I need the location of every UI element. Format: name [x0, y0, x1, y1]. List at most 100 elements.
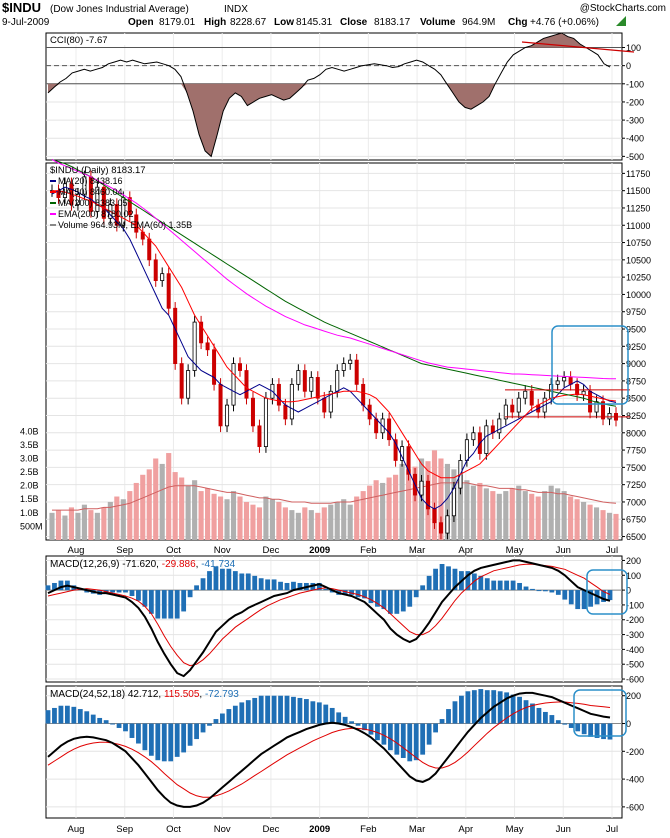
- macd2-title: MACD(24,52,18) 42.712, 115.505, -72.793: [50, 689, 239, 700]
- volume-bar: [606, 512, 613, 540]
- macd1-histogram-bar: [504, 580, 510, 591]
- price-candle: [562, 377, 567, 382]
- price-candle: [503, 404, 508, 420]
- price-candle: [173, 307, 178, 365]
- macd1-axis-tick-label: -600: [626, 675, 644, 685]
- volume-bar: [308, 510, 314, 540]
- macd2-histogram-bar: [129, 723, 135, 738]
- macd2-histogram-bar: [420, 723, 426, 755]
- volume-bar: [393, 474, 399, 540]
- macd2-histogram-bar: [84, 711, 90, 724]
- macd2-histogram-bar: [536, 707, 542, 724]
- volume-bar: [120, 499, 126, 540]
- macd1-histogram-bar: [497, 580, 503, 591]
- low-label: Low: [274, 17, 294, 28]
- price-axis-tick-label: 7000: [626, 497, 646, 507]
- price-candle: [607, 413, 612, 420]
- macd2-histogram-bar: [181, 723, 187, 753]
- price-candle: [594, 401, 599, 413]
- volume-bar: [114, 496, 120, 540]
- legend-entry: MA(50) 8460.04: [58, 187, 123, 197]
- macd2-histogram-bar: [226, 709, 232, 724]
- macd2-histogram-bar: [381, 723, 387, 745]
- macd1-histogram-bar: [110, 590, 115, 593]
- volume-bar: [405, 469, 412, 540]
- macd1-histogram-bar: [413, 590, 419, 598]
- macd2-histogram-bar: [155, 723, 161, 761]
- volume-bar: [373, 480, 379, 540]
- price-axis-tick-label: 9000: [626, 359, 646, 369]
- cci-line: [47, 32, 611, 158]
- volume-bar: [548, 485, 554, 540]
- volume-axis-label: 2.5B: [20, 467, 39, 477]
- price-axis-tick-label: 11250: [626, 203, 650, 213]
- macd2-axis-tick-label: -200: [626, 747, 644, 757]
- price-title: $INDU (Daily) 8183.17: [50, 165, 146, 176]
- bottom-month-label: Apr: [458, 824, 473, 835]
- volume-bar: [256, 507, 263, 540]
- macd1-histogram-bar: [258, 578, 264, 591]
- macd2-title-part: ,: [158, 689, 164, 700]
- price-axis-tick-label: 10500: [626, 255, 651, 265]
- macd2-histogram-bar: [103, 720, 109, 724]
- macd1-axis-tick-label: -200: [626, 615, 644, 625]
- macd1-histogram-bar: [387, 590, 393, 614]
- macd1-frame: [45, 555, 623, 683]
- month-label: Nov: [214, 545, 231, 556]
- volume-bar: [185, 485, 191, 540]
- macd1-histogram-bar: [355, 590, 361, 598]
- macd1-title-part: ,: [156, 559, 162, 570]
- volume-bar: [101, 507, 107, 540]
- price-candle: [95, 186, 100, 212]
- price-candle: [82, 176, 87, 195]
- price-candle: [471, 432, 476, 441]
- macd1-title-part: -71.620: [122, 559, 156, 570]
- macd1-histogram-bar: [181, 590, 187, 612]
- macd2-histogram-bar: [110, 723, 115, 725]
- volume-bar: [431, 450, 438, 540]
- macd1-histogram-bar: [549, 590, 555, 593]
- price-candle: [328, 390, 333, 413]
- month-label: Mar: [409, 545, 425, 556]
- cci-overbought-fill: [48, 33, 610, 48]
- volume-bar: [555, 488, 561, 540]
- macd1-histogram-bar: [194, 585, 199, 591]
- price-candle: [205, 342, 210, 351]
- macd2-histogram-bar: [426, 723, 432, 745]
- cci-oversold-fill: [48, 83, 610, 157]
- volume-bar: [574, 499, 580, 540]
- volume-bar: [328, 504, 334, 540]
- macd2-histogram-bar: [52, 707, 57, 724]
- macd2-histogram-bar: [58, 705, 64, 724]
- up-triangle-icon: [616, 16, 626, 26]
- macd1-axis-tick-label: 0: [626, 586, 631, 596]
- price-candle: [212, 349, 217, 385]
- price-candle: [432, 508, 437, 524]
- close-value: 8183.17: [374, 17, 411, 28]
- macd2-histogram-bar: [271, 695, 277, 724]
- macd1-axis-tick-label: -400: [626, 645, 644, 655]
- macd2-histogram-bar: [239, 702, 245, 724]
- volume-bar: [341, 499, 347, 540]
- macd2-histogram-bar: [329, 707, 335, 724]
- price-axis-tick-label: 6500: [626, 532, 646, 542]
- chg-value: +4.76 (+0.06%): [530, 17, 599, 28]
- macd2-macd-line: [47, 691, 611, 808]
- volume-axis-label: 1.5B: [20, 494, 39, 504]
- volume-bar: [399, 463, 405, 540]
- volume-bar: [581, 501, 587, 540]
- price-candle: [166, 273, 171, 309]
- macd1-axis-tick-label: 200: [626, 556, 641, 566]
- cci-panel: 100 0 -100 -200 -300 -400 -500 CCI(80) -7.67: [45, 32, 644, 162]
- price-candle: [199, 321, 204, 344]
- macd1-title-part: -29.886: [162, 559, 196, 570]
- bottom-month-label: Nov: [214, 824, 231, 835]
- volume-bar: [315, 512, 321, 540]
- price-axis-tick-label: 10750: [626, 238, 651, 248]
- volume-bar: [49, 512, 55, 540]
- open-label: Open: [128, 17, 154, 28]
- highlight-box: [573, 689, 627, 737]
- macd2-histogram-bar: [64, 705, 70, 724]
- macd1-histogram-bar: [568, 590, 574, 605]
- price-candle: [276, 383, 281, 406]
